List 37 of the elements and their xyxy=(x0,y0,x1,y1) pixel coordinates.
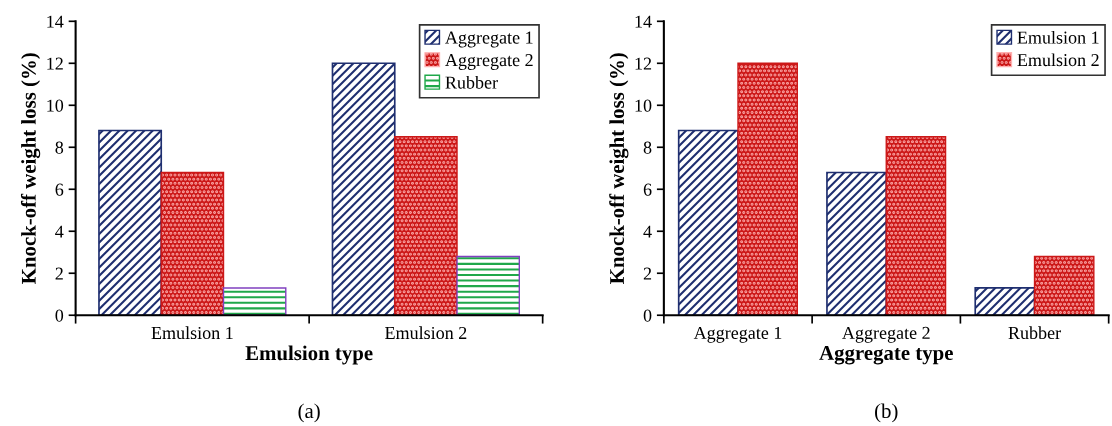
y-tick-label: 0 xyxy=(643,309,652,322)
bar xyxy=(98,129,163,316)
x-tick-label: Emulsion 1 xyxy=(151,326,233,340)
x-tick-label: Aggregate 2 xyxy=(842,326,930,343)
y-tick-label: 2 xyxy=(55,267,63,280)
y-tick-label: 14 xyxy=(635,15,652,28)
text: (b) xyxy=(875,403,898,423)
y-tick-label: 12 xyxy=(47,57,63,70)
y-tick-label: 4 xyxy=(55,225,64,238)
y-tick-label: 0 xyxy=(55,309,64,322)
legend-label: Emulsion 2 xyxy=(1017,53,1099,67)
y-tick-label: 6 xyxy=(55,183,64,196)
legend-label: Aggregate 2 xyxy=(445,54,533,70)
y-tick-label: 10 xyxy=(635,99,652,112)
bar xyxy=(677,129,739,316)
y-tick-label: 14 xyxy=(47,15,64,28)
x-axis-title: Emulsion type xyxy=(245,345,373,365)
legend-label: Aggregate 1 xyxy=(445,31,533,48)
y-tick-label: 12 xyxy=(635,57,652,70)
y-tick-label: 6 xyxy=(643,183,652,196)
text: (a) xyxy=(298,403,320,423)
bar xyxy=(826,171,888,316)
bar xyxy=(331,62,396,316)
legend-label: Rubber xyxy=(445,75,498,89)
legend-label: Emulsion 1 xyxy=(1017,30,1099,44)
x-tick-label: Aggregate 1 xyxy=(693,326,782,343)
y-tick-label: 2 xyxy=(643,267,652,280)
y-tick-label: 4 xyxy=(643,225,652,238)
y-tick-label: 8 xyxy=(643,141,652,154)
y-axis-title: Knock-off weight loss (%) xyxy=(609,53,629,284)
y-tick-label: 8 xyxy=(55,141,64,154)
x-tick-label: Rubber xyxy=(1008,326,1061,340)
x-axis-title: Aggregate type xyxy=(819,346,953,365)
y-tick-label: 10 xyxy=(47,99,64,112)
x-tick-label: Emulsion 2 xyxy=(385,326,467,340)
bar xyxy=(974,287,1036,316)
y-axis-title: Knock-off weight loss (%) xyxy=(20,53,41,284)
